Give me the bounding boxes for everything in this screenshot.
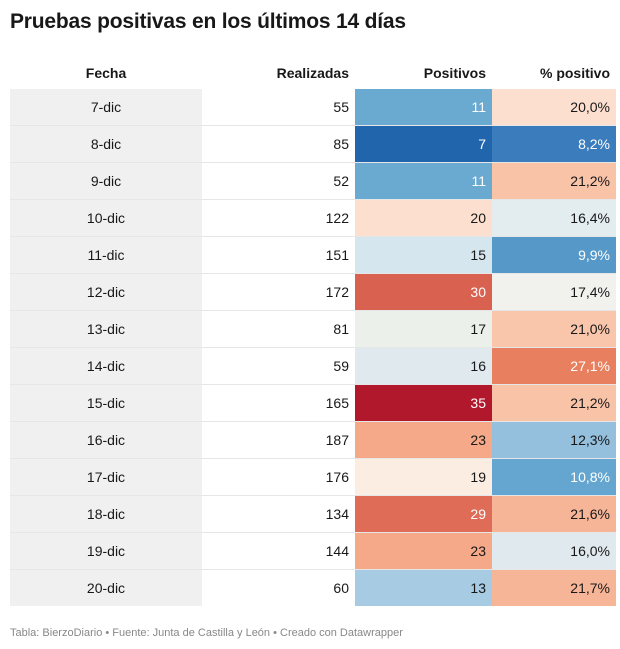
table-body: 7-dic 55 11 20,0% 8-dic 85 7 8,2% 9-dic 52 11 21,2%… bbox=[10, 89, 616, 606]
cell-fecha: 13-dic bbox=[10, 310, 202, 348]
cell-pct-positivo: 21,0% bbox=[492, 310, 616, 348]
table-row: 8-dic 85 7 8,2% bbox=[10, 125, 616, 163]
cell-realizadas: 122 bbox=[202, 199, 355, 237]
cell-fecha: 16-dic bbox=[10, 421, 202, 459]
cell-pct-positivo: 20,0% bbox=[492, 89, 616, 126]
cell-positivos: 30 bbox=[355, 273, 492, 311]
table-row: 18-dic 134 29 21,6% bbox=[10, 495, 616, 533]
cell-fecha: 10-dic bbox=[10, 199, 202, 237]
table-row: 9-dic 52 11 21,2% bbox=[10, 162, 616, 200]
cell-fecha: 9-dic bbox=[10, 162, 202, 200]
cell-positivos: 16 bbox=[355, 347, 492, 385]
table-row: 10-dic 122 20 16,4% bbox=[10, 199, 616, 237]
cell-positivos: 15 bbox=[355, 236, 492, 274]
cell-fecha: 12-dic bbox=[10, 273, 202, 311]
source-footer: Tabla: BierzoDiario • Fuente: Junta de C… bbox=[10, 627, 403, 639]
cell-fecha: 14-dic bbox=[10, 347, 202, 385]
cell-positivos: 7 bbox=[355, 125, 492, 163]
cell-positivos: 11 bbox=[355, 89, 492, 126]
cell-positivos: 17 bbox=[355, 310, 492, 348]
cell-positivos: 11 bbox=[355, 162, 492, 200]
table-row: 7-dic 55 11 20,0% bbox=[10, 89, 616, 126]
table-row: 12-dic 172 30 17,4% bbox=[10, 273, 616, 311]
cell-pct-positivo: 12,3% bbox=[492, 421, 616, 459]
cell-positivos: 19 bbox=[355, 458, 492, 496]
cell-pct-positivo: 16,0% bbox=[492, 532, 616, 570]
cell-realizadas: 134 bbox=[202, 495, 355, 533]
cell-fecha: 11-dic bbox=[10, 236, 202, 274]
cell-realizadas: 187 bbox=[202, 421, 355, 459]
table-row: 15-dic 165 35 21,2% bbox=[10, 384, 616, 422]
table-row: 19-dic 144 23 16,0% bbox=[10, 532, 616, 570]
cell-positivos: 29 bbox=[355, 495, 492, 533]
column-header-fecha[interactable]: Fecha bbox=[85, 65, 127, 81]
cell-fecha: 19-dic bbox=[10, 532, 202, 570]
cell-pct-positivo: 21,2% bbox=[492, 384, 616, 422]
cell-pct-positivo: 21,7% bbox=[492, 569, 616, 606]
cell-fecha: 18-dic bbox=[10, 495, 202, 533]
table-row: 17-dic 176 19 10,8% bbox=[10, 458, 616, 496]
cell-realizadas: 176 bbox=[202, 458, 355, 496]
cell-positivos: 35 bbox=[355, 384, 492, 422]
cell-pct-positivo: 10,8% bbox=[492, 458, 616, 496]
cell-pct-positivo: 8,2% bbox=[492, 125, 616, 163]
cell-fecha: 20-dic bbox=[10, 569, 202, 606]
column-header-positivos[interactable]: Positivos bbox=[423, 65, 486, 81]
cell-realizadas: 52 bbox=[202, 162, 355, 200]
cell-pct-positivo: 21,6% bbox=[492, 495, 616, 533]
cell-realizadas: 85 bbox=[202, 125, 355, 163]
cell-pct-positivo: 27,1% bbox=[492, 347, 616, 385]
chart-title: Pruebas positivas en los últimos 14 días bbox=[10, 10, 406, 33]
cell-pct-positivo: 17,4% bbox=[492, 273, 616, 311]
header-row: Fecha Realizadas Positivos % positivo bbox=[10, 57, 616, 89]
cell-realizadas: 172 bbox=[202, 273, 355, 311]
data-table: Fecha Realizadas Positivos % positivo 7-… bbox=[10, 57, 616, 606]
cell-realizadas: 55 bbox=[202, 89, 355, 126]
table-row: 14-dic 59 16 27,1% bbox=[10, 347, 616, 385]
cell-fecha: 7-dic bbox=[10, 89, 202, 126]
cell-positivos: 23 bbox=[355, 421, 492, 459]
cell-pct-positivo: 21,2% bbox=[492, 162, 616, 200]
table-row: 16-dic 187 23 12,3% bbox=[10, 421, 616, 459]
cell-pct-positivo: 9,9% bbox=[492, 236, 616, 274]
cell-pct-positivo: 16,4% bbox=[492, 199, 616, 237]
table-row: 11-dic 151 15 9,9% bbox=[10, 236, 616, 274]
column-header-realizadas[interactable]: Realizadas bbox=[276, 65, 349, 81]
cell-realizadas: 165 bbox=[202, 384, 355, 422]
cell-realizadas: 151 bbox=[202, 236, 355, 274]
cell-positivos: 20 bbox=[355, 199, 492, 237]
table-row: 20-dic 60 13 21,7% bbox=[10, 569, 616, 606]
cell-realizadas: 144 bbox=[202, 532, 355, 570]
cell-fecha: 17-dic bbox=[10, 458, 202, 496]
column-header-pct-positivo[interactable]: % positivo bbox=[539, 65, 610, 81]
cell-fecha: 15-dic bbox=[10, 384, 202, 422]
cell-realizadas: 81 bbox=[202, 310, 355, 348]
cell-realizadas: 60 bbox=[333, 580, 349, 596]
cell-positivos: 23 bbox=[355, 532, 492, 570]
cell-fecha: 8-dic bbox=[10, 125, 202, 163]
table-row: 13-dic 81 17 21,0% bbox=[10, 310, 616, 348]
cell-realizadas: 59 bbox=[202, 347, 355, 385]
cell-positivos: 13 bbox=[355, 569, 492, 606]
